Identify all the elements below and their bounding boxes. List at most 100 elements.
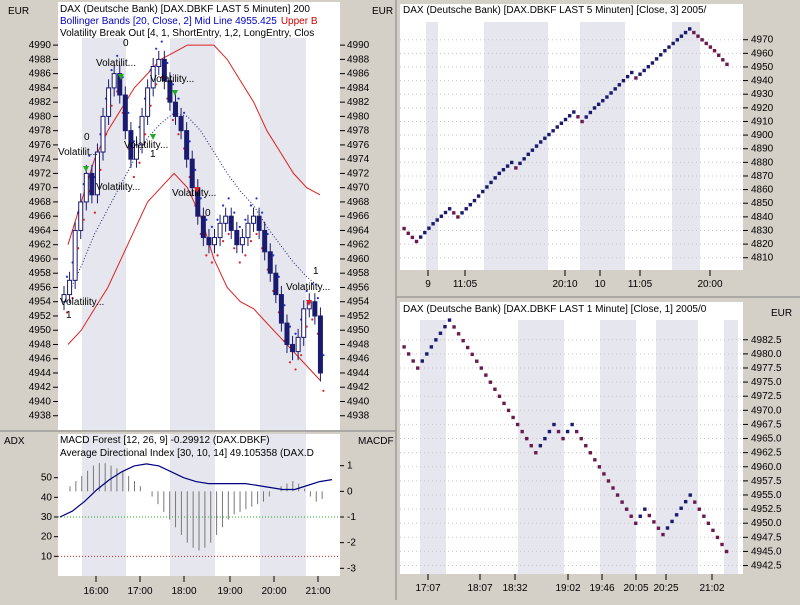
lower-stop-dot	[104, 133, 108, 136]
y-tick-label: 4970.0	[751, 405, 782, 416]
upper-stop-dot	[322, 354, 325, 357]
macd-tick-label: -3	[347, 563, 356, 574]
y-tick-label-left: 4956	[29, 282, 52, 293]
pf-box	[597, 465, 602, 469]
candle-body	[167, 80, 173, 103]
candle-body	[273, 272, 279, 296]
upper-stop-dot	[294, 332, 297, 335]
candle-body	[217, 222, 223, 239]
pf-box	[615, 493, 620, 497]
upper-stop-dot	[288, 325, 292, 328]
y-tick-label: 4952.5	[751, 504, 782, 515]
signal-label: Volatility...	[60, 297, 104, 308]
y-tick-label-right: 4980	[347, 111, 370, 122]
y-tick-label: 4942.5	[751, 561, 782, 572]
pf-box	[452, 211, 456, 215]
lower-stop-dot	[93, 211, 96, 214]
y-tick-label-left: 4986	[29, 69, 52, 80]
y-tick-label-left: 4940	[29, 396, 52, 407]
pf-box	[716, 53, 721, 57]
legend-dax-1min-close1[interactable]: DAX (Deutsche Bank) [DAX.DBKF LAST 1 Min…	[403, 304, 707, 315]
upper-stop-dot	[266, 232, 269, 236]
y-tick-label-left: 4954	[29, 297, 52, 308]
pf-box	[443, 324, 447, 329]
pf-box	[574, 429, 579, 434]
pf-box	[538, 140, 543, 144]
right-top-pf-boxes	[402, 27, 729, 244]
x-tick-label: 18:00	[171, 586, 196, 597]
lower-stop-dot	[255, 232, 258, 236]
upper-stop-dot	[221, 204, 225, 207]
pf-box	[663, 49, 667, 53]
y-tick-label: 4970	[751, 35, 774, 46]
y-tick-label-right: 4940	[347, 396, 370, 407]
pf-box	[476, 194, 481, 198]
candle-body	[139, 115, 145, 146]
pf-box	[642, 68, 646, 73]
pf-box	[561, 436, 565, 441]
y-tick-label-right: 4986	[347, 69, 370, 80]
pf-box	[431, 222, 435, 226]
y-tick-label-left: 4974	[29, 154, 52, 165]
upper-stop-dot	[249, 204, 253, 207]
pf-box	[447, 207, 452, 211]
y-tick-label-right: 4976	[347, 140, 370, 151]
lower-stop-dot	[288, 361, 292, 364]
pf-box	[534, 144, 539, 148]
y-tick-label: 4957.5	[751, 476, 782, 487]
pf-box	[724, 549, 729, 554]
pf-box	[472, 198, 477, 203]
pf-box	[654, 57, 659, 61]
upper-stop-dot	[238, 225, 241, 228]
legend-volatility-breakout[interactable]: Volatility Break Out [4, 1, ShortEntry, …	[60, 28, 314, 39]
y-tick-label-left: 4958	[29, 268, 52, 279]
left-x-axis: 16:00 17:00 18:00 19:00 20:00 21:00	[83, 576, 331, 597]
pf-box	[464, 207, 468, 211]
y-tick-label-left: 4976	[29, 140, 52, 151]
pf-box	[475, 359, 479, 363]
y-tick-label-left: 4942	[29, 382, 52, 393]
lower-stop-dot	[171, 118, 175, 122]
session-band	[82, 434, 126, 576]
pf-box	[547, 132, 551, 137]
lower-stop-dot	[65, 311, 69, 314]
y-tick-label: 4880	[751, 157, 774, 168]
pf-box	[584, 115, 588, 119]
pf-box	[402, 226, 406, 231]
pf-box	[493, 387, 497, 391]
pf-box	[584, 443, 588, 448]
pf-box	[435, 218, 439, 222]
pf-box	[552, 422, 556, 427]
pf-box	[465, 345, 470, 350]
x-tick-label: 17:07	[415, 583, 440, 594]
upper-stop-dot	[132, 140, 135, 143]
x-tick-label: 17:00	[127, 586, 152, 597]
legend-macd-forest[interactable]: MACD Forest [12, 26, 9] -0.29912 (DAX.DB…	[60, 435, 270, 446]
pf-box	[620, 500, 624, 504]
legend-bollinger[interactable]: Bollinger Bands [20, Close, 2] Mid Line …	[60, 16, 318, 27]
y-tick-label: 4950.0	[751, 518, 782, 529]
pf-box	[609, 91, 613, 95]
right-top-x-axis: 9 11:05 20:10 10 11:05 20:00	[425, 270, 723, 290]
legend-dax-5min-close3[interactable]: DAX (Deutsche Bank) [DAX.DBKF LAST 5 Min…	[403, 5, 707, 16]
signal-label: Volatilit...	[96, 58, 136, 69]
pf-box	[452, 325, 456, 329]
pf-box	[497, 171, 502, 176]
pf-box	[621, 78, 626, 83]
x-tick-label: 20:10	[552, 279, 577, 290]
candle-body	[83, 172, 89, 203]
candle-body	[184, 130, 190, 160]
legend-dax-5min[interactable]: DAX (Deutsche Bank) [DAX.DBKF LAST 5 Min…	[60, 4, 310, 15]
y-tick-label-left: 4984	[29, 83, 52, 94]
pf-box	[485, 185, 489, 189]
lower-stop-dot	[227, 232, 230, 236]
y-tick-label-right: 4938	[347, 411, 370, 422]
left-price-y-axis: 4938 4938 4940 4940 4942 4942 4944 4944 4946 4946…	[29, 40, 370, 422]
upper-stop-dot	[171, 83, 175, 86]
x-tick-label: 11:05	[628, 279, 653, 290]
x-tick-label: 20:25	[653, 583, 678, 594]
y-tick-label: 4910	[751, 116, 774, 127]
upper-stop-dot	[155, 47, 158, 50]
pf-box	[410, 235, 415, 240]
legend-adx[interactable]: Average Directional Index [30, 10, 14] 4…	[60, 448, 314, 459]
